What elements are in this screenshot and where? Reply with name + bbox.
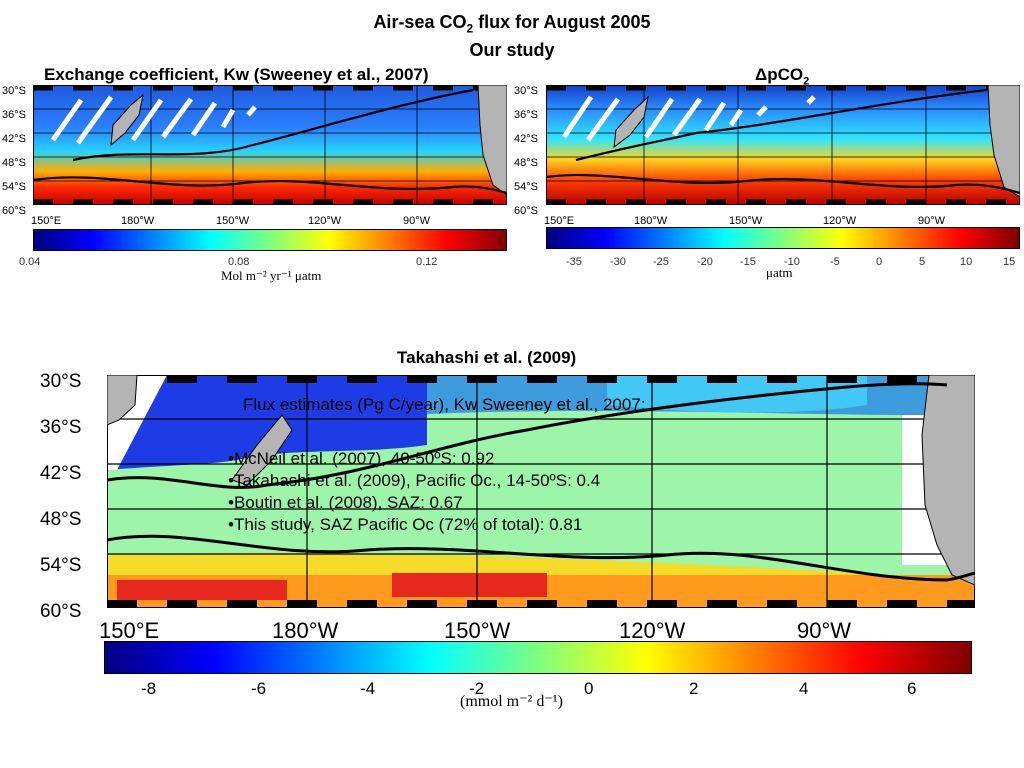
kw-panel-title: Exchange coefficient, Kw (Sweeney et al.… bbox=[44, 65, 429, 84]
dpco2-lat-labels: 30°S 36°S 42°S 48°S 54°S 60°S bbox=[514, 85, 538, 217]
kw-lat-labels: 30°S 36°S 42°S 48°S 54°S 60°S bbox=[2, 85, 26, 217]
takahashi-map bbox=[107, 375, 975, 608]
new-zealand-land bbox=[613, 95, 649, 149]
south-america-land bbox=[921, 375, 975, 586]
new-zealand-land bbox=[231, 414, 293, 486]
kw-map bbox=[33, 85, 507, 205]
front-line-north bbox=[72, 88, 474, 162]
takahashi-colorbar bbox=[104, 641, 972, 674]
hatch-marks bbox=[50, 95, 257, 145]
kw-colorbar bbox=[33, 229, 507, 251]
kw-colorbar-unit: Mol m⁻² yr⁻¹ μatm bbox=[221, 268, 322, 283]
front-line-north bbox=[107, 382, 948, 489]
kw-field bbox=[33, 85, 507, 205]
flux-estimate-item: •McNeil et al. (2007), 40-50ºS: 0.92 bbox=[228, 449, 495, 468]
south-america-land bbox=[987, 85, 1020, 198]
dpco2-colorbar-unit: μatm bbox=[766, 265, 793, 280]
new-zealand-land bbox=[110, 93, 144, 147]
takahashi-lon-labels: 150°E 180°W 150°W 120°W 90°W bbox=[99, 618, 852, 643]
dpco2-colorbar-ticks: -35 -30 -25 -20 -15 -10 -5 0 5 10 15 bbox=[566, 256, 1016, 268]
slide-title: Air-sea CO2 flux for August 2005 bbox=[373, 12, 651, 36]
slide-subtitle: Our study bbox=[469, 40, 555, 60]
dpco2-lon-labels: 150°E 180°W 150°W 120°W 90°W bbox=[544, 215, 946, 227]
takahashi-colorbar-unit: (mmol m⁻² d⁻¹) bbox=[460, 693, 563, 710]
hatch-marks bbox=[561, 95, 816, 142]
dpco2-panel-title: ΔpCO2 bbox=[755, 65, 810, 88]
flux-estimate-item: •This study, SAZ Pacific Oc (72% of tota… bbox=[228, 515, 583, 534]
front-line-north bbox=[575, 88, 987, 162]
australia-land bbox=[107, 375, 138, 426]
flux-estimates-list: •McNeil et al. (2007), 40-50ºS: 0.92 •Ta… bbox=[228, 448, 600, 536]
kw-colorbar-ticks: 0.04 0.08 0.12 bbox=[19, 256, 438, 268]
front-line-south bbox=[107, 534, 975, 582]
dpco2-field bbox=[546, 85, 1020, 205]
flux-estimates-heading: Flux estimates (Pg C/year), Kw Sweeney e… bbox=[243, 395, 646, 414]
kw-lon-labels: 150°E 180°W 150°W 120°W 90°W bbox=[31, 215, 431, 227]
front-line-south bbox=[546, 174, 1020, 195]
dpco2-map bbox=[546, 85, 1020, 205]
front-line-south bbox=[33, 176, 507, 195]
dpco2-colorbar bbox=[546, 227, 1020, 249]
takahashi-panel-title: Takahashi et al. (2009) bbox=[397, 348, 577, 367]
flux-estimate-item: •Takahashi et al. (2009), Pacific Oc., 1… bbox=[228, 471, 601, 490]
takahashi-colorbar-ticks: -8 -6 -4 -2 0 2 4 6 bbox=[141, 679, 917, 698]
takahashi-lat-labels: 30°S 36°S 42°S 48°S 54°S 60°S bbox=[40, 371, 82, 622]
south-america-land bbox=[477, 85, 507, 196]
flux-estimate-item: •Boutin et al. (2008), SAZ: 0.67 bbox=[228, 493, 463, 512]
